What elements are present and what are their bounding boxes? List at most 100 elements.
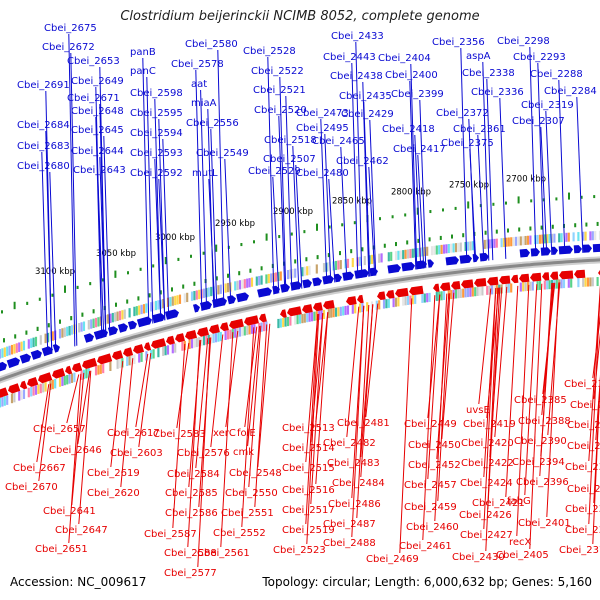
forward-gene-arrow: [193, 304, 200, 313]
forward-gene-arrow: [257, 287, 272, 298]
forward-gene-arrow: [322, 275, 334, 285]
reverse-gene-label: cmk: [233, 447, 254, 458]
forward-gene-leader: [324, 133, 332, 284]
reverse-gene-label: Cbei_2450: [408, 440, 461, 451]
forward-gene-leader: [217, 49, 225, 306]
forward-gene-arrow: [312, 277, 322, 287]
scale-label: 2850 kbp: [332, 196, 372, 206]
reverse-gene-arrow: [409, 285, 424, 296]
reverse-gene-leader: [422, 295, 436, 541]
forward-gene-label: Cbei_2578: [171, 59, 224, 70]
reverse-gene-arrow: [123, 347, 134, 357]
forward-gene-arrow: [592, 243, 600, 253]
reverse-gene-label: Cbei_2483: [327, 458, 380, 469]
forward-gene-arrow: [30, 349, 42, 360]
reverse-gene-label: Cbei_2430: [452, 552, 505, 563]
reverse-gene-arrow: [38, 372, 53, 384]
forward-gene-label: Cbei_2375: [441, 138, 494, 149]
forward-gene-label: Cbei_2684: [17, 120, 70, 131]
forward-gene-arrow: [117, 323, 128, 333]
reverse-gene-label: Cbei_2357: [567, 420, 600, 431]
reverse-gene-arrow: [440, 282, 451, 291]
forward-gene-arrow: [479, 252, 489, 262]
reverse-gene-leader: [225, 330, 239, 428]
reverse-gene-leader: [315, 312, 329, 485]
reverse-gene-label: Cbei_2461: [399, 541, 452, 552]
reverse-gene-arrow: [559, 270, 574, 280]
reverse-gene-label: Cbei_2420: [461, 438, 514, 449]
reverse-gene-arrow: [451, 281, 461, 290]
reverse-gene-label: Cbei_2587: [144, 529, 197, 540]
forward-gene-label: Cbei_2645: [71, 125, 124, 136]
forward-gene-arrow: [236, 292, 249, 303]
forward-gene-arrow: [387, 264, 401, 274]
forward-gene-label: Cbei_2361: [453, 124, 506, 135]
forward-gene-leader: [482, 61, 490, 261]
reverse-gene-arrow: [346, 296, 357, 306]
forward-gene-leader: [99, 156, 107, 337]
forward-gene-label: Cbei_2462: [336, 156, 389, 167]
reverse-gene-leader: [516, 284, 530, 537]
forward-gene-arrow: [427, 259, 434, 268]
forward-gene-leader: [477, 134, 485, 262]
reverse-gene-arrow: [27, 377, 39, 387]
forward-gene-leader: [469, 148, 477, 262]
reverse-gene-label: Cbei_2388: [518, 416, 571, 427]
forward-gene-label: Cbei_2417: [393, 144, 446, 155]
reverse-gene-arrow: [499, 275, 511, 285]
reverse-gene-label: Cbei_2405: [496, 550, 549, 561]
forward-gene-label: Cbei_2594: [130, 128, 183, 139]
forward-gene-label: Cbei_2298: [497, 36, 550, 47]
forward-gene-label: Cbei_2473: [296, 108, 349, 119]
forward-gene-label: aspA: [466, 51, 491, 62]
reverse-gene-leader: [254, 324, 268, 508]
forward-gene-label: Cbei_2443: [323, 52, 376, 63]
reverse-gene-label: folE: [237, 428, 256, 439]
forward-gene-leader: [320, 118, 328, 284]
forward-gene-leader: [355, 41, 363, 278]
forward-gene-label: mutL: [192, 168, 218, 179]
scale-label: 2950 kbp: [215, 219, 255, 229]
reverse-gene-label: Cbei_2651: [35, 544, 88, 555]
forward-gene-arrow: [558, 245, 573, 255]
reverse-gene-label: xerC: [213, 428, 236, 439]
reverse-gene-leader: [68, 373, 82, 544]
reverse-gene-leader: [365, 303, 379, 418]
reverse-gene-leader: [195, 338, 209, 469]
forward-gene-leader: [414, 134, 422, 269]
reverse-gene-label: Cbei_2551: [221, 508, 274, 519]
forward-gene-label: Cbei_2435: [339, 91, 392, 102]
forward-gene-leader: [545, 110, 553, 255]
forward-gene-label: aat: [191, 79, 207, 90]
forward-gene-label: Cbei_2518: [264, 135, 317, 146]
reverse-gene-leader: [595, 377, 600, 441]
reverse-gene-arrow: [474, 278, 487, 287]
scale-label: 3000 kbp: [155, 233, 195, 243]
forward-gene-arrow: [19, 353, 31, 364]
forward-gene-label: Cbei_2556: [186, 118, 239, 129]
forward-gene-leader: [460, 47, 468, 264]
reverse-gene-arrow: [65, 365, 73, 375]
reverse-gene-leader: [505, 285, 519, 498]
reverse-gene-leader: [247, 325, 261, 447]
reverse-gene-arrow: [20, 380, 28, 390]
forward-gene-label: Cbei_2528: [243, 46, 296, 57]
reverse-gene-leader: [485, 287, 499, 552]
reverse-gene-arrow: [229, 318, 244, 329]
forward-gene-label: Cbei_2438: [330, 71, 383, 82]
forward-gene-label: Cbei_2648: [71, 106, 124, 117]
forward-gene-leader: [195, 69, 203, 311]
reverse-gene-leader: [478, 288, 492, 405]
reverse-gene-leader: [351, 305, 365, 538]
topology-summary: Topology: circular; Length: 6,000,632 bp…: [262, 575, 592, 589]
reverse-gene-label: Cbei_2396: [516, 477, 569, 488]
forward-gene-leader: [142, 57, 150, 325]
reverse-gene-arrow: [82, 357, 98, 369]
reverse-gene-arrow: [0, 387, 9, 398]
reverse-gene-leader: [241, 327, 255, 528]
reverse-gene-leader: [315, 312, 329, 423]
reverse-gene-label: Cbei_2584: [167, 469, 220, 480]
reverse-gene-arrow: [287, 306, 302, 317]
reverse-gene-arrow: [197, 327, 209, 337]
forward-gene-leader: [417, 154, 425, 269]
